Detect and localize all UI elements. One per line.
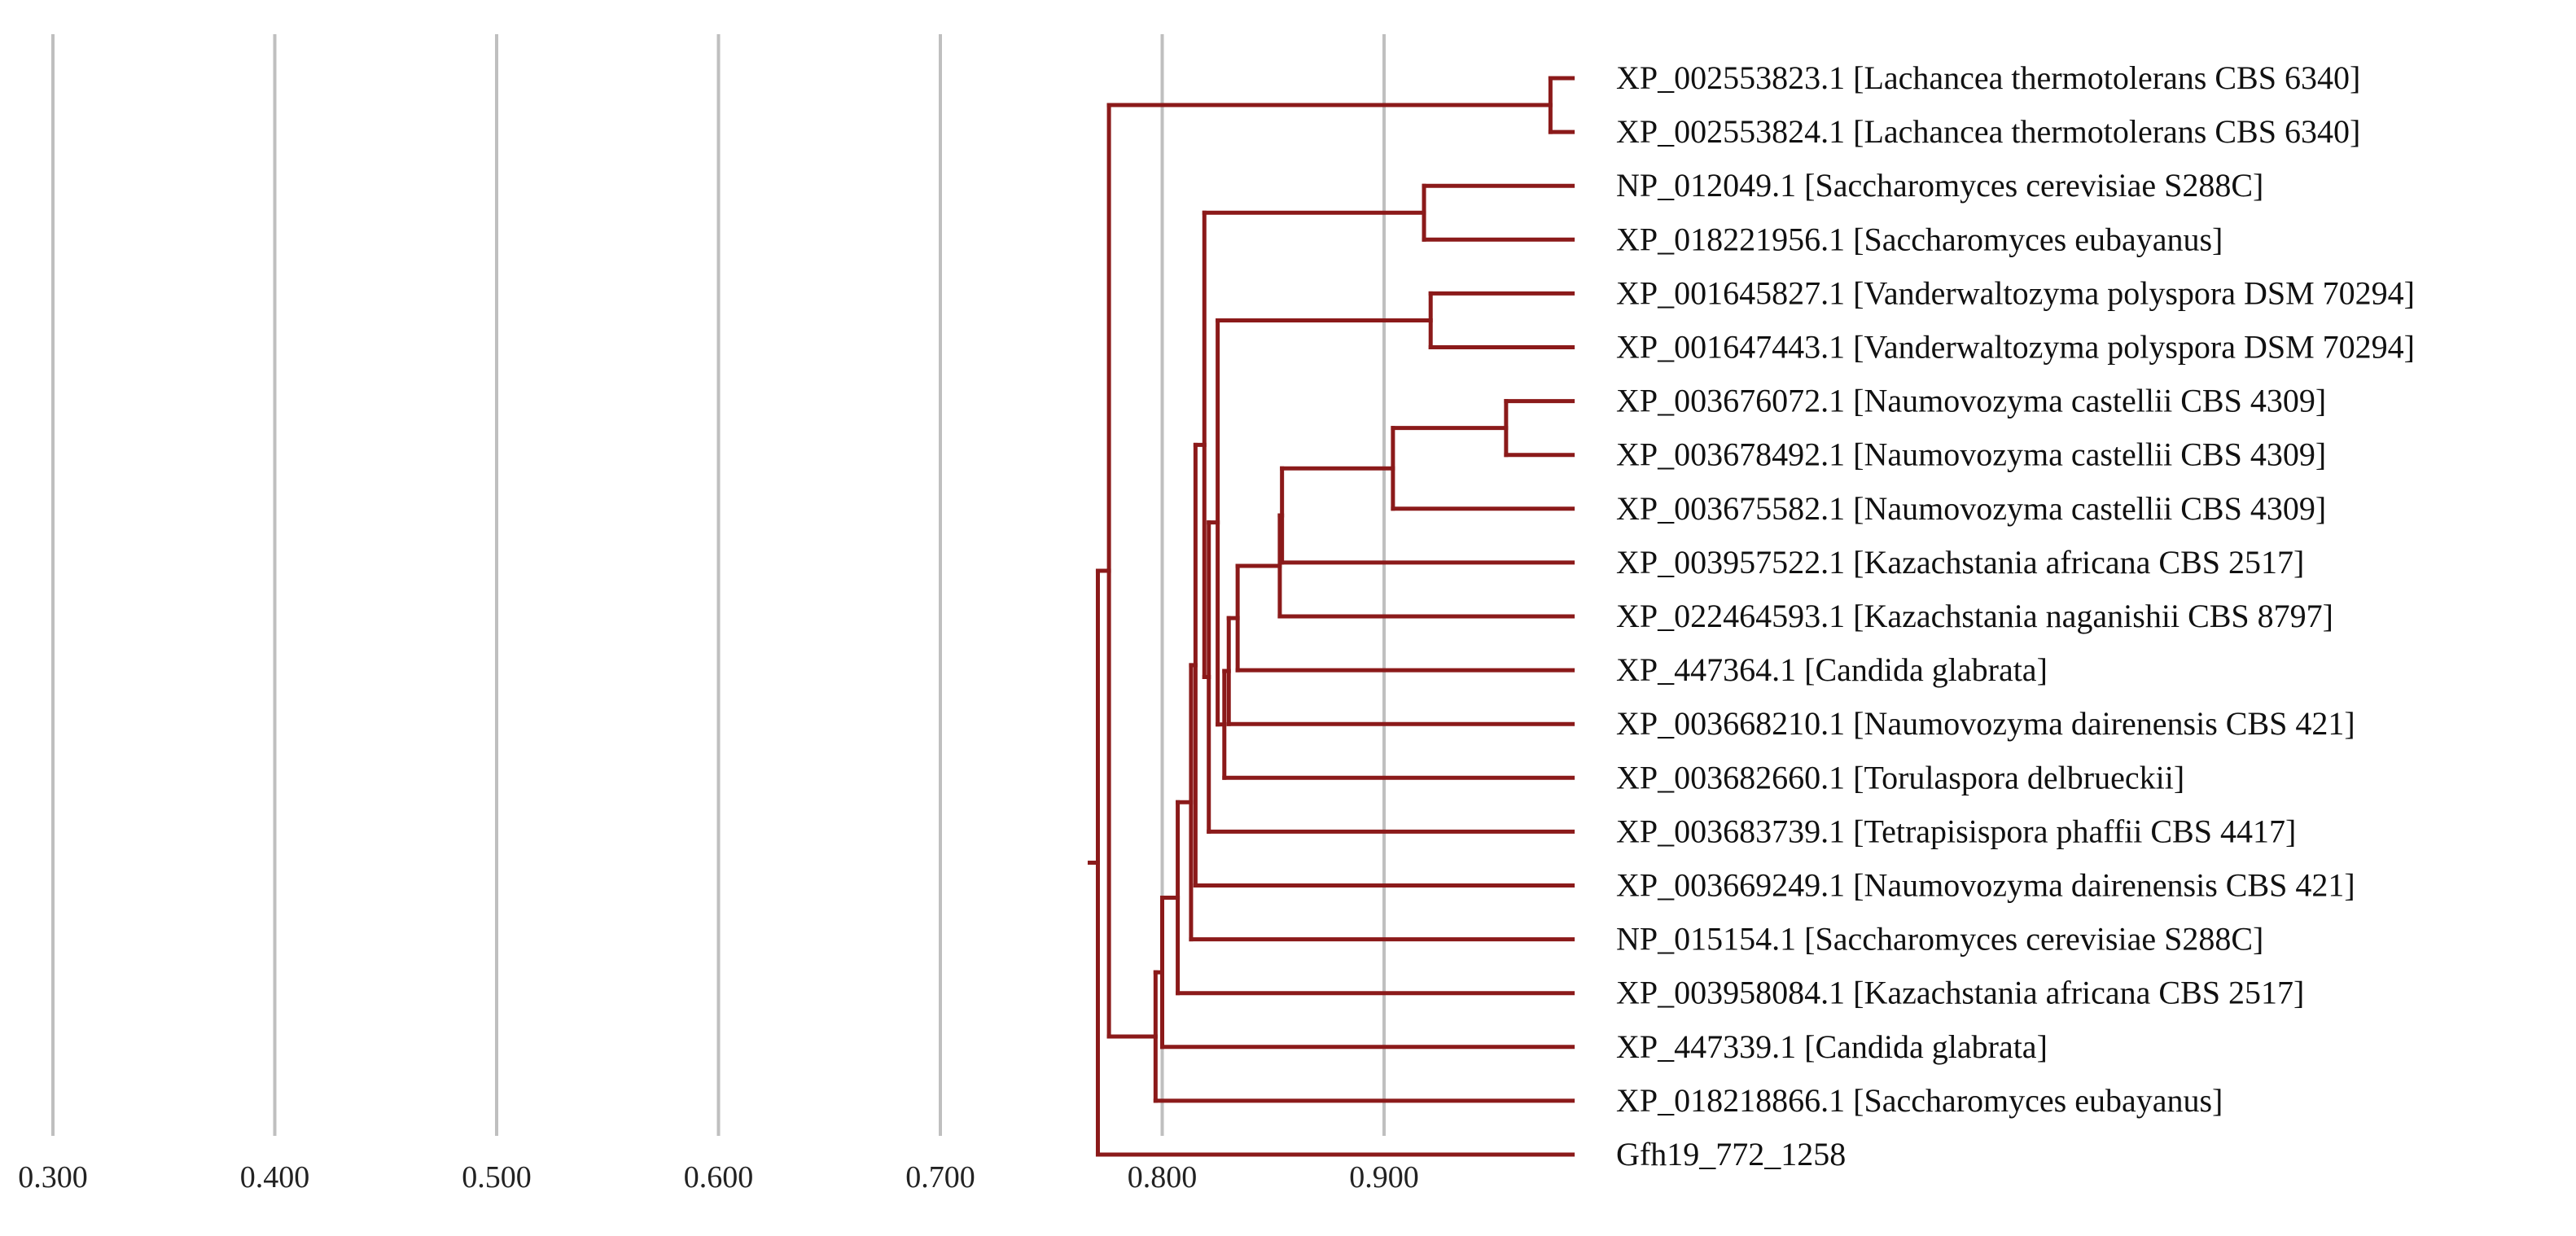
leaf-label-11: XP_447364.1 [Candida glabrata]: [1616, 651, 2048, 688]
leaf-label-8: XP_003675582.1 [Naumovozyma castellii CB…: [1616, 490, 2326, 527]
axis-tick-labels: 0.300 0.400 0.500 0.600 0.700 0.800 0.900: [18, 1160, 1419, 1194]
leaf-label-13: XP_003682660.1 [Torulaspora delbrueckii]: [1616, 759, 2184, 796]
tick-label-6: 0.900: [1349, 1160, 1419, 1194]
leaf-label-1: XP_002553824.1 [Lachancea thermotolerans…: [1616, 113, 2360, 150]
leaf-label-12: XP_003668210.1 [Naumovozyma dairenensis …: [1616, 705, 2355, 742]
leaf-label-7: XP_003678492.1 [Naumovozyma castellii CB…: [1616, 436, 2326, 473]
leaf-labels: XP_002553823.1 [Lachancea thermotolerans…: [1616, 59, 2415, 1172]
leaf-label-6: XP_003676072.1 [Naumovozyma castellii CB…: [1616, 383, 2326, 419]
tree-branches: [1087, 76, 1575, 1157]
leaf-label-4: XP_001645827.1 [Vanderwaltozyma polyspor…: [1616, 274, 2415, 311]
tick-label-0: 0.300: [18, 1160, 88, 1194]
tick-label-2: 0.500: [462, 1160, 532, 1194]
leaf-label-3: XP_018221956.1 [Saccharomyces eubayanus]: [1616, 221, 2223, 257]
leaf-label-19: XP_018218866.1 [Saccharomyces eubayanus]: [1616, 1082, 2223, 1119]
leaf-label-16: NP_015154.1 [Saccharomyces cerevisiae S2…: [1616, 921, 2263, 958]
tick-label-1: 0.400: [240, 1160, 310, 1194]
leaf-label-20: Gfh19_772_1258: [1616, 1136, 1846, 1172]
leaf-label-14: XP_003683739.1 [Tetrapisispora phaffii C…: [1616, 813, 2296, 849]
leaf-label-5: XP_001647443.1 [Vanderwaltozyma polyspor…: [1616, 329, 2415, 366]
tick-label-3: 0.600: [684, 1160, 754, 1194]
leaf-label-9: XP_003957522.1 [Kazachstania africana CB…: [1616, 544, 2304, 581]
leaf-label-0: XP_002553823.1 [Lachancea thermotolerans…: [1616, 59, 2360, 96]
tick-label-4: 0.700: [905, 1160, 975, 1194]
leaf-label-15: XP_003669249.1 [Naumovozyma dairenensis …: [1616, 867, 2355, 904]
axis-gridlines: [51, 34, 1386, 1136]
tick-label-5: 0.800: [1128, 1160, 1198, 1194]
leaf-label-2: NP_012049.1 [Saccharomyces cerevisiae S2…: [1616, 167, 2263, 204]
leaf-label-10: XP_022464593.1 [Kazachstania naganishii …: [1616, 598, 2333, 634]
leaf-label-18: XP_447339.1 [Candida glabrata]: [1616, 1028, 2048, 1065]
leaf-label-17: XP_003958084.1 [Kazachstania africana CB…: [1616, 975, 2304, 1011]
